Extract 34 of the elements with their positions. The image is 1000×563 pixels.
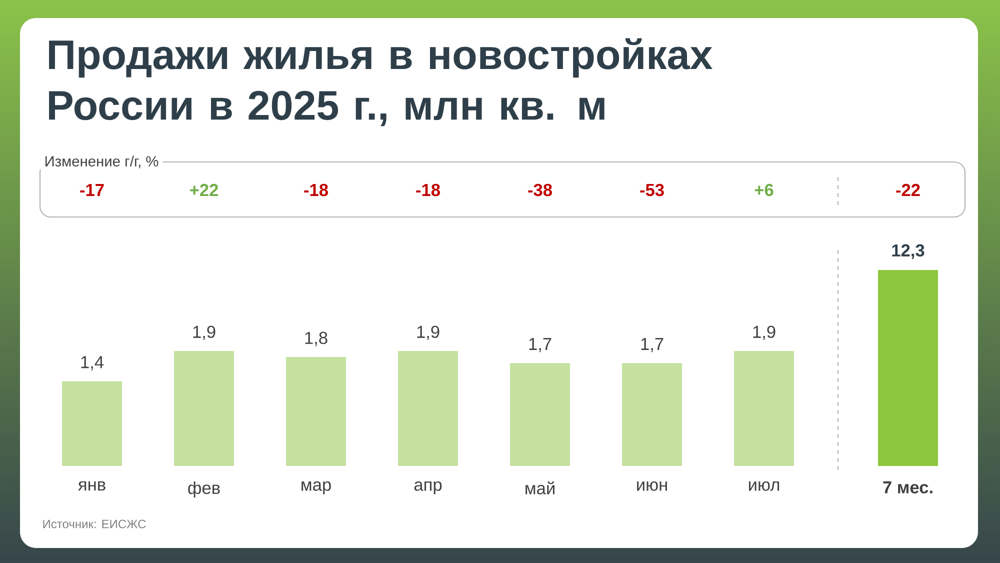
x-tick-label: фев <box>188 481 220 498</box>
bar <box>174 350 234 466</box>
text: -18 <box>304 184 328 196</box>
data-label: 1,8 <box>305 332 328 346</box>
data-label: 1,9 <box>417 326 440 340</box>
text: +6 <box>754 184 774 196</box>
text: -53 <box>640 184 664 196</box>
text: -18 <box>416 184 440 196</box>
bar <box>510 363 570 466</box>
x-tick-label: июн <box>637 481 667 491</box>
x-tick-label: июл <box>748 481 780 491</box>
data-label: 1,4 <box>81 356 104 370</box>
text: Изменение г/г, % <box>45 156 158 168</box>
x-tick-label: 7 мес. <box>883 481 932 494</box>
data-label: 1,7 <box>529 338 552 352</box>
bar <box>734 350 794 466</box>
data-label: 12,3 <box>892 244 924 260</box>
x-tick-label: май <box>526 481 554 494</box>
text: +22 <box>190 184 218 196</box>
text: -22 <box>896 184 920 196</box>
bar <box>62 381 122 466</box>
text: -38 <box>528 184 552 196</box>
text: -17 <box>80 184 104 196</box>
x-tick-label: мар <box>302 481 331 494</box>
data-label: 1,7 <box>641 338 664 352</box>
chart-title: Продажи жилья в новостройках России в 2025 г., млн кв. м <box>49 38 712 126</box>
x-tick-label: апр <box>414 481 442 494</box>
bar <box>286 357 346 466</box>
data-label: 1,9 <box>193 326 216 340</box>
data-label: 1,9 <box>753 326 776 340</box>
x-tick-label: янв <box>78 481 106 491</box>
bar <box>622 363 682 466</box>
bar <box>398 350 458 466</box>
text: Источник: ЕИСЖС <box>43 520 146 528</box>
